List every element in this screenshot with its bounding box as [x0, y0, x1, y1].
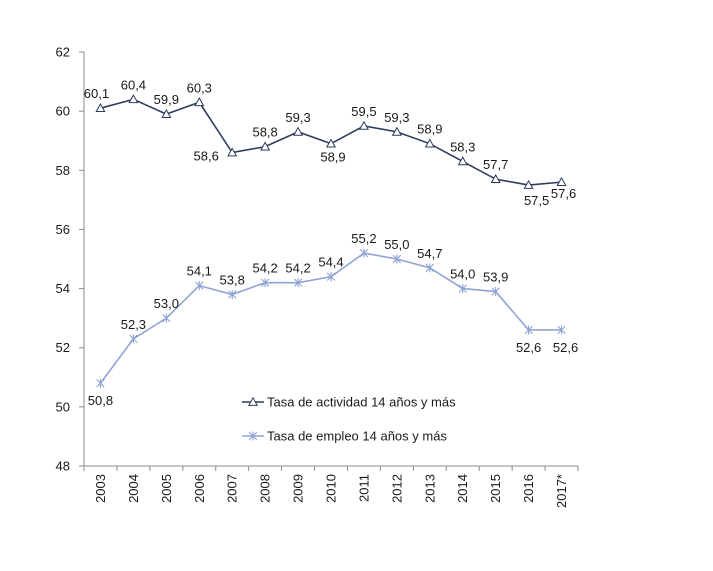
legend-label: Tasa de actividad 14 años y más [267, 395, 456, 410]
x-tick-label: 2004 [126, 474, 141, 503]
x-tick-label: 2005 [159, 474, 174, 503]
data-label-empleo: 54,4 [318, 255, 343, 270]
x-tick-label: 2009 [291, 474, 306, 503]
data-point-empleo [293, 278, 303, 288]
y-tick-label: 54 [56, 281, 70, 296]
data-point-empleo [491, 286, 500, 297]
data-point-empleo [326, 272, 336, 282]
y-tick-label: 58 [56, 163, 70, 178]
data-label-empleo: 53,0 [154, 296, 179, 311]
data-label-actividad: 59,5 [351, 104, 376, 119]
data-point-empleo [96, 378, 105, 388]
data-label-empleo: 54,7 [417, 246, 442, 261]
data-label-empleo: 53,8 [220, 272, 245, 287]
data-label-empleo: 53,9 [483, 270, 508, 285]
y-tick-label: 62 [56, 45, 70, 60]
data-label-actividad: 59,9 [154, 92, 179, 107]
y-tick-label: 56 [56, 222, 70, 237]
data-label-empleo: 54,2 [252, 261, 277, 276]
data-label-actividad: 57,5 [524, 193, 549, 208]
legend-marker-star [248, 431, 258, 441]
data-point-actividad [128, 94, 139, 104]
data-label-empleo: 55,0 [384, 237, 409, 252]
x-tick-label: 2008 [258, 474, 273, 503]
data-point-empleo [260, 278, 270, 288]
data-label-actividad: 60,3 [187, 80, 212, 95]
data-point-actividad [260, 141, 271, 151]
data-label-actividad: 57,6 [551, 186, 576, 201]
data-label-actividad: 58,3 [450, 139, 475, 154]
data-point-actividad [325, 138, 337, 148]
data-point-empleo [392, 254, 402, 264]
data-point-actividad [194, 97, 205, 107]
y-tick-label: 52 [56, 340, 70, 355]
data-label-empleo: 52,6 [516, 340, 541, 355]
data-point-empleo [458, 284, 467, 294]
data-label-empleo: 52,6 [553, 340, 578, 355]
data-label-actividad: 57,7 [483, 157, 508, 172]
data-point-actividad [293, 126, 304, 136]
legend-marker-triangle [247, 396, 259, 406]
y-tick-label: 48 [56, 459, 70, 474]
x-tick-label: 2014 [455, 474, 470, 503]
data-labels: 60,1 60,4 59,9 60,3 58,6 58,8 59,3 58,9 59,5 59,3… [84, 77, 578, 408]
data-point-empleo [524, 325, 533, 335]
legend: Tasa de actividad 14 años y más Tasa de e… [242, 395, 456, 444]
data-label-actividad: 59,3 [285, 110, 310, 125]
data-point-actividad [227, 147, 238, 157]
data-point-actividad [95, 102, 106, 113]
x-tick-label: 2013 [422, 474, 437, 503]
data-point-actividad [523, 179, 534, 189]
x-tick-label: 2010 [324, 474, 339, 503]
x-tick-label: 2016 [521, 474, 536, 503]
x-tick-label: 2017* [554, 474, 569, 508]
x-tick-label: 2003 [93, 474, 108, 503]
x-tick-label: 2006 [192, 474, 207, 503]
data-label-actividad: 58,8 [252, 125, 277, 140]
x-tick-label: 2007 [225, 474, 240, 503]
series-markers [95, 94, 567, 388]
data-point-actividad [161, 108, 172, 118]
data-point-actividad [457, 156, 468, 166]
x-tick-label: 2012 [389, 474, 404, 503]
data-point-empleo [195, 281, 204, 291]
data-point-actividad [424, 138, 435, 148]
x-tick-label: 2015 [488, 474, 503, 503]
legend-label: Tasa de empleo 14 años y más [267, 429, 447, 444]
data-point-empleo [359, 248, 369, 258]
x-tick-label: 2011 [356, 474, 371, 502]
axes: 48 50 52 54 56 58 60 62 2003 2004 2005 2006 2007 2008… [56, 45, 579, 508]
data-point-actividad [391, 126, 402, 136]
data-label-actividad: 58,9 [417, 122, 442, 137]
data-label-actividad: 60,4 [121, 77, 146, 92]
data-label-actividad: 59,3 [384, 110, 409, 125]
data-point-empleo [129, 334, 138, 344]
data-point-actividad [358, 120, 369, 130]
data-label-empleo: 54,2 [285, 261, 310, 276]
data-point-empleo [228, 289, 237, 300]
data-label-empleo: 54,0 [450, 267, 475, 282]
y-tick-label: 50 [56, 399, 70, 414]
data-label-empleo: 52,3 [121, 317, 146, 332]
data-point-actividad [556, 176, 567, 186]
data-label-empleo: 50,8 [88, 393, 113, 408]
data-point-empleo [425, 263, 434, 273]
data-label-actividad: 60,1 [84, 86, 109, 101]
y-tick-label: 60 [56, 104, 70, 119]
data-point-empleo [162, 313, 171, 323]
data-label-actividad: 58,9 [320, 150, 345, 165]
data-label-empleo: 55,2 [351, 231, 376, 246]
data-label-empleo: 54,1 [187, 264, 212, 279]
data-point-actividad [490, 173, 501, 184]
data-point-empleo [557, 325, 566, 335]
data-label-actividad: 58,6 [194, 149, 219, 164]
